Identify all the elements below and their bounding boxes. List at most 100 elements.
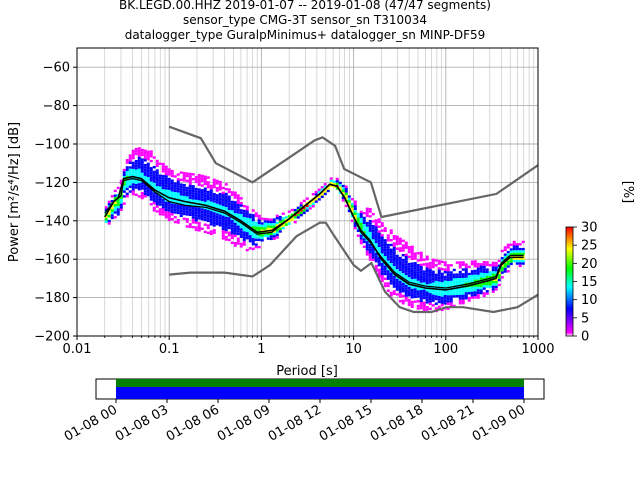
- heatmap-cell: [386, 234, 390, 237]
- heatmap-cell: [323, 190, 327, 193]
- heatmap-cell: [476, 270, 480, 273]
- heatmap-cell: [470, 296, 474, 299]
- heatmap-cell: [221, 196, 225, 199]
- heatmap-cell: [398, 290, 402, 293]
- heatmap-cell: [392, 278, 396, 281]
- heatmap-cell: [401, 275, 405, 279]
- heatmap-cell: [476, 265, 480, 268]
- heatmap-cell: [140, 175, 144, 178]
- heatmap-cell: [473, 272, 477, 275]
- heatmap-cell: [383, 272, 387, 276]
- heatmap-cell: [125, 171, 129, 174]
- heatmap-cell: [158, 179, 162, 182]
- heatmap-cell: [401, 302, 405, 305]
- heatmap-cell: [365, 233, 369, 237]
- heatmap-cell: [371, 224, 375, 228]
- heatmap-cell: [239, 209, 243, 212]
- heatmap-cell: [404, 287, 408, 290]
- heatmap-cell: [197, 226, 201, 230]
- heatmap-cell: [425, 277, 429, 280]
- heatmap-cell: [221, 201, 225, 204]
- heatmap-cell: [227, 217, 231, 220]
- heatmap-cell: [143, 168, 147, 172]
- heatmap-cell: [419, 256, 423, 259]
- heatmap-cell: [185, 218, 189, 221]
- heatmap-cell: [428, 276, 432, 279]
- heatmap-cell: [182, 212, 186, 216]
- heatmap-cell: [176, 204, 180, 207]
- heatmap-cell: [395, 293, 399, 296]
- heatmap-cell: [146, 165, 150, 168]
- heatmap-cell: [419, 263, 423, 267]
- heatmap-cell: [113, 201, 117, 205]
- heatmap-cell: [140, 182, 144, 185]
- heatmap-cell: [188, 189, 192, 192]
- heatmap-cell: [251, 233, 255, 236]
- heatmap-cell: [215, 186, 219, 190]
- heatmap-cell: [152, 170, 156, 174]
- heatmap-cell: [401, 246, 405, 250]
- heatmap-cell: [476, 277, 480, 280]
- heatmap-cell: [281, 217, 285, 220]
- heatmap-cell: [422, 270, 426, 273]
- heatmap-cell: [158, 176, 162, 180]
- heatmap-cell: [173, 211, 177, 214]
- heatmap-cell: [491, 273, 495, 277]
- heatmap-cell: [404, 289, 408, 293]
- heatmap-cell: [473, 296, 477, 299]
- heatmap-cell: [215, 179, 219, 183]
- heatmap-cell: [218, 221, 222, 225]
- heatmap-cell: [194, 219, 198, 222]
- heatmap-cell: [419, 278, 423, 281]
- heatmap-cell: [416, 276, 420, 279]
- heatmap-cell: [146, 172, 150, 175]
- heatmap-cell: [368, 246, 372, 249]
- heatmap-cell: [449, 302, 453, 305]
- heatmap-cell: [428, 295, 432, 298]
- heatmap-cell: [134, 162, 138, 165]
- heatmap-cell: [500, 271, 504, 274]
- heatmap-cell: [302, 199, 306, 203]
- heatmap-cell: [299, 201, 303, 205]
- heatmap-cell: [131, 171, 135, 174]
- heatmap-cell: [182, 195, 186, 199]
- heatmap-cell: [416, 268, 420, 272]
- heatmap-cell: [521, 250, 525, 253]
- heatmap-cell: [221, 194, 225, 197]
- heatmap-cell: [425, 262, 429, 266]
- heatmap-cell: [158, 184, 162, 187]
- heatmap-cell: [188, 175, 192, 178]
- heatmap-cell: [182, 176, 186, 180]
- heatmap-cell: [398, 271, 402, 274]
- heatmap-cell: [227, 219, 231, 222]
- heatmap-cell: [467, 265, 471, 269]
- heatmap-cell: [110, 216, 114, 220]
- heatmap-cell: [158, 181, 162, 185]
- heatmap-cell: [110, 209, 114, 212]
- heatmap-cell: [368, 229, 372, 232]
- heatmap-cell: [437, 274, 441, 277]
- heatmap-cell: [242, 219, 246, 222]
- heatmap-cell: [449, 278, 453, 281]
- heatmap-cell: [230, 219, 234, 223]
- heatmap-cell: [170, 184, 174, 187]
- heatmap-cell: [413, 276, 417, 279]
- heatmap-cell: [155, 198, 159, 201]
- heatmap-cell: [464, 265, 468, 269]
- heatmap-cell: [371, 239, 375, 242]
- heatmap-cell: [206, 209, 210, 213]
- heatmap-cell: [140, 194, 144, 197]
- heatmap-cell: [113, 211, 117, 214]
- heatmap-cell: [422, 272, 426, 276]
- heatmap-cell: [515, 262, 519, 265]
- heatmap-cell: [218, 185, 222, 189]
- heatmap-cell: [410, 272, 414, 275]
- heatmap-cell: [227, 238, 231, 242]
- heatmap-cell: [479, 270, 483, 273]
- heatmap-cell: [140, 184, 144, 188]
- heatmap-cell: [317, 188, 321, 191]
- heatmap-cell: [377, 235, 381, 238]
- heatmap-cell: [212, 229, 216, 232]
- heatmap-cell: [149, 191, 153, 194]
- heatmap-cell: [227, 197, 231, 201]
